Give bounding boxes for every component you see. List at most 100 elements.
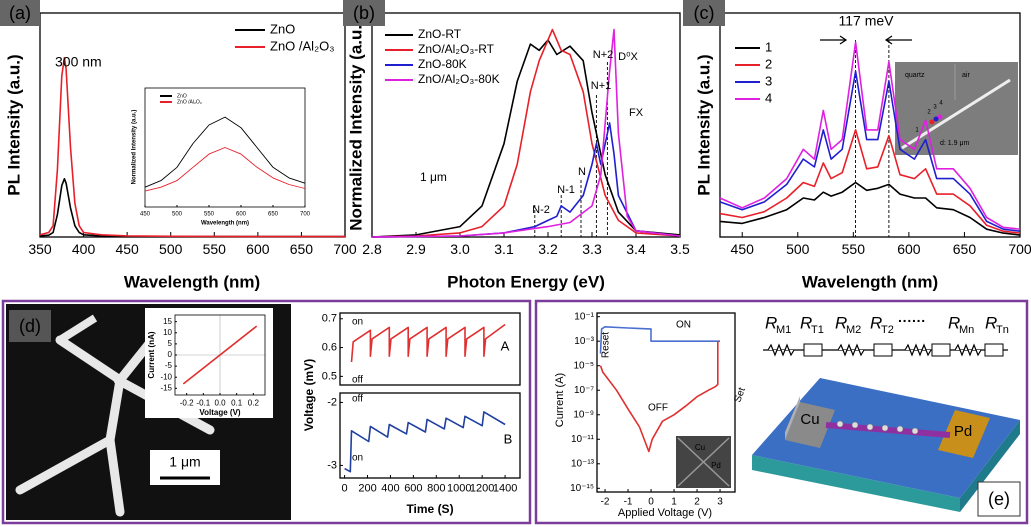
legend-label: 2 — [765, 56, 772, 71]
x-tick-label: 550 — [204, 211, 215, 217]
y-axis-label: PL Intensity (a.u.) — [694, 54, 713, 195]
series-line — [719, 70, 1021, 232]
annotation: ON — [676, 320, 691, 331]
resistor-subscript: M2 — [846, 324, 861, 336]
x-tick-label: 2 — [694, 497, 700, 508]
x-tick-label: 0.1 — [231, 399, 243, 408]
legend-label: ZnO-80K — [418, 57, 467, 71]
y-tick-label: 10⁻⁹ — [573, 409, 594, 420]
annotation: on — [352, 453, 363, 464]
y-tick-label: -3 — [327, 459, 337, 471]
panel-label-box — [9, 310, 51, 342]
scale-bar-label: 1 μm — [169, 454, 200, 470]
y-axis-label: Current (nA) — [147, 331, 156, 378]
x-axis-label: Wavelength (nm) — [124, 272, 260, 291]
panel-label-box — [0, 0, 40, 26]
filament — [836, 420, 919, 435]
series-line — [719, 181, 1021, 236]
x-tick-label: 200 — [358, 483, 376, 495]
y-tick-label: 10⁻¹¹ — [571, 434, 595, 445]
resistor-subscript: M1 — [776, 324, 791, 336]
annotation: air — [962, 72, 970, 79]
resistor — [904, 343, 932, 357]
legend-label: ZnO/Al₂O₃-80K — [418, 72, 500, 86]
annotation: on — [352, 317, 363, 328]
legend-label: ZnO /Al₂O₃ — [270, 38, 335, 53]
annotation: N-1 — [557, 184, 575, 196]
series-line — [39, 57, 345, 238]
x-tick-label: 400 — [381, 483, 399, 495]
x-tick-label: 450 — [731, 241, 755, 257]
nanowire — [825, 422, 951, 438]
series-label: B — [504, 431, 513, 446]
particle — [911, 427, 919, 435]
legend-label: 1 — [765, 39, 772, 54]
annotation: Reset — [601, 332, 612, 358]
legend-label: ZnO /Al₂O₃ — [177, 99, 202, 105]
electrode-cu — [785, 402, 835, 448]
annotation: 2 — [927, 110, 931, 116]
y-axis-label: Normalized Intensity (a.u.) — [346, 19, 365, 231]
x-tick-label: 800 — [427, 483, 445, 495]
inset-a-bg — [120, 80, 318, 245]
resistor-symbol: R — [985, 313, 997, 332]
electrode-label: Cu — [800, 411, 819, 428]
x-tick-label: 400 — [72, 241, 96, 257]
x-tick-label: 650 — [290, 241, 314, 257]
y-tick-label: 0.5 — [322, 370, 337, 382]
series-line — [719, 41, 1021, 230]
plot-frame — [719, 12, 1021, 238]
x-tick-label: 550 — [842, 241, 866, 257]
x-tick-label: 550 — [203, 241, 227, 257]
annotation: N — [578, 166, 586, 178]
x-tick-label: 0.2 — [248, 399, 260, 408]
x-tick-label: 3 — [717, 497, 723, 508]
substrate-side — [752, 455, 960, 512]
y-tick-label: 5 — [168, 339, 173, 348]
y-tick-label: -5 — [165, 361, 173, 370]
substrate-side — [960, 420, 1020, 512]
x-tick-label: 1400 — [493, 483, 517, 495]
series-line — [599, 326, 720, 354]
panel-label: (e) — [988, 489, 1010, 509]
legend-label: ZnO/Al₂O₃-RT — [418, 42, 495, 56]
y-tick-label: 10⁻⁵ — [573, 360, 594, 371]
x-axis-label: Photon Energy (eV) — [447, 272, 605, 291]
annotation: Cu — [695, 443, 705, 452]
x-tick-label: 1 — [671, 497, 677, 508]
x-tick-label: 600 — [246, 241, 270, 257]
arrow — [820, 35, 848, 45]
x-tick-label: -2 — [601, 497, 610, 508]
electrode-label: Pd — [954, 423, 972, 440]
x-tick-label: 2.8 — [362, 241, 382, 257]
resistor-subscript: Mn — [959, 324, 974, 336]
x-tick-label: 1200 — [470, 483, 494, 495]
resistor — [954, 343, 982, 357]
x-axis-label: Applied Voltage (V) — [618, 507, 712, 519]
y-tick-label: 0 — [168, 350, 173, 359]
annotation: Pd — [711, 461, 721, 470]
x-tick-label: 500 — [159, 241, 183, 257]
x-tick-label: 3.4 — [626, 241, 646, 257]
x-tick-label: 0 — [648, 497, 654, 508]
x-axis-label: Voltage (V) — [199, 408, 241, 417]
panel-label: (b) — [353, 3, 375, 23]
resistor-symbol: R — [800, 313, 812, 332]
resistor-subscript: T1 — [811, 324, 824, 336]
panel-d-frame — [1, 299, 532, 525]
y-axis-label: PL Intensity (a.u.) — [4, 54, 23, 195]
legend-label: 4 — [765, 90, 772, 105]
y-axis-label: Voltage (mV) — [302, 359, 316, 431]
x-tick-label: 3.2 — [538, 241, 558, 257]
plot-frame — [371, 12, 681, 238]
panel-label-box — [977, 481, 1021, 517]
y-tick-label: 0.7 — [322, 313, 337, 325]
y-tick-label: -15 — [160, 383, 172, 392]
panel-label: (a) — [9, 3, 31, 23]
y-axis-label: Normalized Intensity (a.u.) — [132, 110, 138, 185]
legend-label: ZnO — [270, 21, 295, 36]
resistor — [837, 343, 865, 357]
series-label: A — [501, 338, 510, 353]
x-tick-label: 2.9 — [406, 241, 426, 257]
x-tick-label: 500 — [786, 241, 810, 257]
